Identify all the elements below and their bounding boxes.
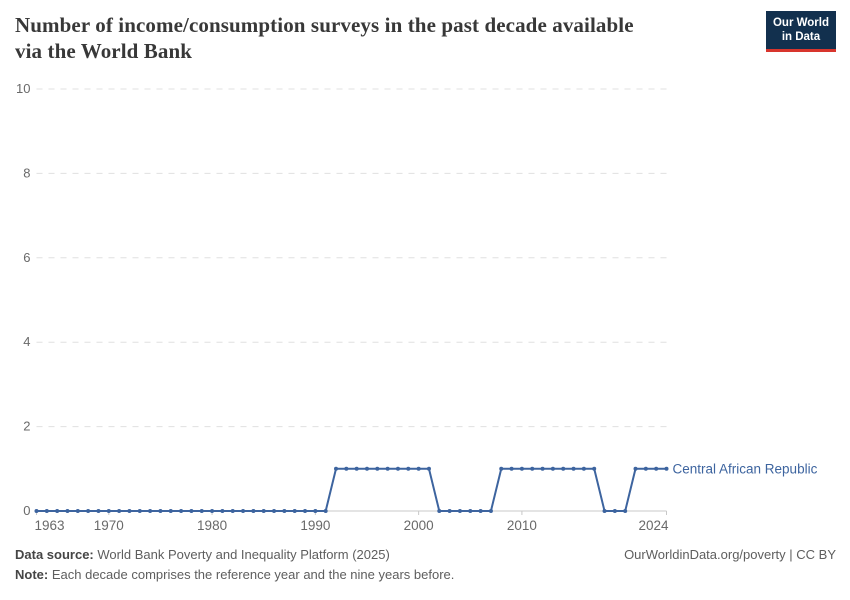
gridlines: 0 2 4 6 8 10 <box>16 81 667 518</box>
data-point[interactable] <box>550 466 555 471</box>
data-point[interactable] <box>334 466 339 471</box>
note-label: Note: <box>15 567 49 582</box>
data-point[interactable] <box>437 509 442 513</box>
data-point[interactable] <box>261 509 266 513</box>
data-point[interactable] <box>34 509 39 513</box>
data-point[interactable] <box>571 466 576 471</box>
data-point[interactable] <box>292 509 297 513</box>
chart-title: Number of income/consumption surveys in … <box>15 12 634 65</box>
data-point[interactable] <box>323 509 328 513</box>
x-axis: 1963 1970 1980 1990 2000 2010 2024 <box>35 511 669 533</box>
y-tick-label: 6 <box>23 250 30 265</box>
data-point[interactable] <box>416 466 421 471</box>
data-point[interactable] <box>581 466 586 471</box>
data-source-label: Data source: <box>15 547 94 562</box>
data-point[interactable] <box>519 466 524 471</box>
data-point[interactable] <box>44 509 49 513</box>
series-label[interactable]: Central African Republic <box>673 461 818 476</box>
data-point[interactable] <box>468 509 473 513</box>
data-point[interactable] <box>230 509 235 513</box>
chart-title-line2: via the World Bank <box>15 39 193 64</box>
data-point[interactable] <box>199 509 204 513</box>
y-tick-label: 2 <box>23 419 30 434</box>
data-point[interactable] <box>633 466 638 471</box>
data-point[interactable] <box>375 466 380 471</box>
data-point[interactable] <box>499 466 504 471</box>
data-point[interactable] <box>168 509 173 513</box>
data-point[interactable] <box>272 509 277 513</box>
data-point[interactable] <box>75 509 80 513</box>
data-point[interactable] <box>189 509 194 513</box>
owid-logo-line2: in Data <box>781 31 821 44</box>
data-point[interactable] <box>654 466 659 471</box>
data-point[interactable] <box>127 509 132 513</box>
data-source-text: World Bank Poverty and Inequality Platfo… <box>97 547 390 562</box>
series-central-african-republic[interactable]: Central African Republic <box>34 461 818 513</box>
data-point[interactable] <box>251 509 256 513</box>
data-point[interactable] <box>530 466 535 471</box>
data-point[interactable] <box>592 466 597 471</box>
data-point[interactable] <box>179 509 184 513</box>
data-point[interactable] <box>282 509 287 513</box>
y-tick-label: 4 <box>23 334 30 349</box>
x-tick-label: 1990 <box>300 518 330 533</box>
data-point[interactable] <box>478 509 483 513</box>
data-line[interactable] <box>35 467 668 512</box>
data-point[interactable] <box>241 509 246 513</box>
data-point[interactable] <box>488 509 493 513</box>
data-point[interactable] <box>106 509 111 513</box>
data-point[interactable] <box>395 466 400 471</box>
data-point[interactable] <box>509 466 514 471</box>
y-tick-label: 10 <box>16 81 30 96</box>
chart-footer: Data source: World Bank Poverty and Ineq… <box>15 547 836 587</box>
y-tick-label: 0 <box>23 503 30 518</box>
note-text: Each decade comprises the reference year… <box>51 567 455 582</box>
data-point[interactable] <box>354 466 359 471</box>
line-chart-canvas[interactable]: 0 2 4 6 8 10 1963 1970 1980 1990 2000 2010 2024 Centr… <box>0 0 850 545</box>
data-point[interactable] <box>55 509 60 513</box>
data-point[interactable] <box>364 466 369 471</box>
x-tick-label: 2000 <box>404 518 434 533</box>
data-point[interactable] <box>158 509 163 513</box>
footer-left: Data source: World Bank Poverty and Ineq… <box>15 547 454 587</box>
data-point[interactable] <box>148 509 153 513</box>
data-point[interactable] <box>313 509 318 513</box>
data-point[interactable] <box>86 509 91 513</box>
note-line: Note: Each decade comprises the referenc… <box>15 567 454 582</box>
footer-license-link[interactable]: OurWorldinData.org/poverty | CC BY <box>624 547 836 562</box>
data-point[interactable] <box>602 509 607 513</box>
data-point[interactable] <box>117 509 122 513</box>
x-tick-label: 2024 <box>638 518 669 533</box>
data-point[interactable] <box>612 509 617 513</box>
data-point[interactable] <box>406 466 411 471</box>
x-tick-label: 2010 <box>507 518 537 533</box>
x-tick-label: 1980 <box>197 518 227 533</box>
owid-logo[interactable]: Our World in Data <box>765 11 836 52</box>
y-tick-label: 8 <box>23 165 30 180</box>
x-tick-label: 1963 <box>35 518 65 533</box>
data-point[interactable] <box>664 466 669 471</box>
data-point[interactable] <box>96 509 101 513</box>
data-point[interactable] <box>220 509 225 513</box>
data-point[interactable] <box>447 509 452 513</box>
data-source-line: Data source: World Bank Poverty and Ineq… <box>15 547 454 562</box>
chart-title-line1: Number of income/consumption surveys in … <box>15 13 634 37</box>
data-point[interactable] <box>623 509 628 513</box>
data-point[interactable] <box>210 509 215 513</box>
data-point[interactable] <box>137 509 142 513</box>
x-tick-label: 1970 <box>94 518 124 533</box>
data-point[interactable] <box>426 466 431 471</box>
data-point[interactable] <box>561 466 566 471</box>
data-point[interactable] <box>643 466 648 471</box>
data-point[interactable] <box>344 466 349 471</box>
data-point[interactable] <box>457 509 462 513</box>
owid-logo-line1: Our World <box>772 17 829 29</box>
data-point[interactable] <box>303 509 308 513</box>
data-point[interactable] <box>65 509 70 513</box>
data-point[interactable] <box>385 466 390 471</box>
data-point[interactable] <box>540 466 545 471</box>
